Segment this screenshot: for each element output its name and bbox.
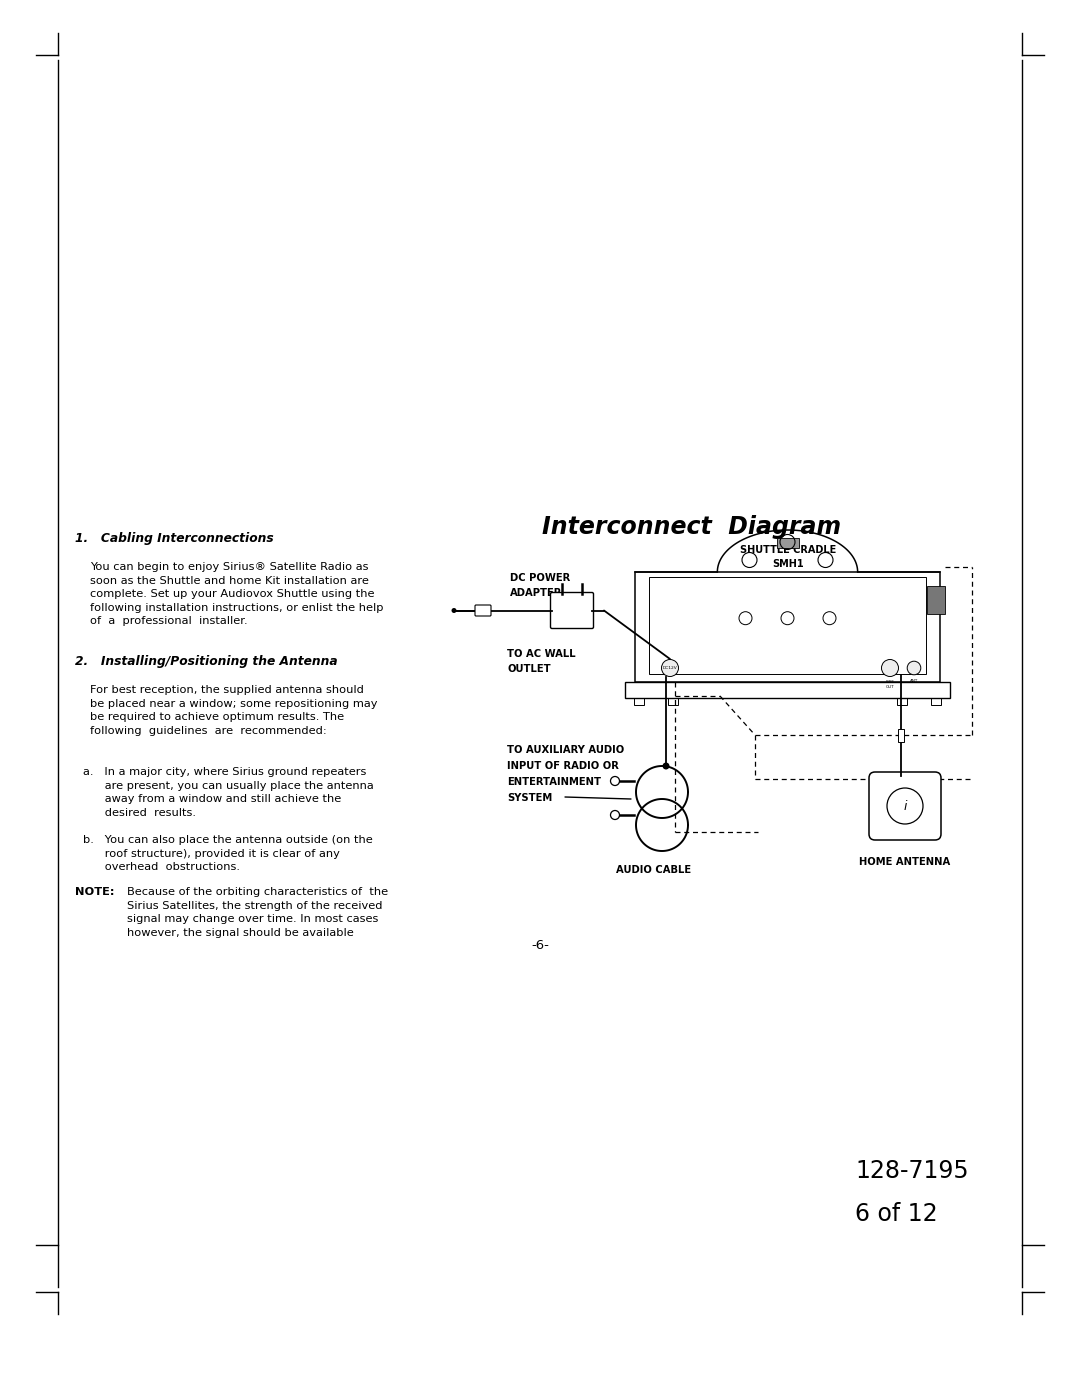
Text: 128-7195: 128-7195 [855,1160,969,1183]
Circle shape [661,659,678,676]
Text: TO AUXILIARY AUDIO: TO AUXILIARY AUDIO [507,745,624,754]
Text: NOTE:: NOTE: [75,887,114,897]
Text: a.   In a major city, where Sirius ground repeaters
      are present, you can u: a. In a major city, where Sirius ground … [83,767,374,817]
Text: OUTLET: OUTLET [507,664,551,673]
Text: SYSTEM: SYSTEM [507,793,552,803]
Text: Because of the orbiting characteristics of  the
Sirius Satellites, the strength : Because of the orbiting characteristics … [127,887,388,937]
Text: HOME ANTENNA: HOME ANTENNA [860,856,950,868]
FancyBboxPatch shape [475,605,491,616]
Circle shape [610,810,620,820]
Text: ADAPTER: ADAPTER [510,588,563,598]
Text: ENTERTAINMENT: ENTERTAINMENT [507,777,600,787]
FancyBboxPatch shape [869,773,941,840]
Text: -6-: -6- [531,939,549,951]
Circle shape [610,777,620,785]
Text: TO AC WALL: TO AC WALL [507,650,576,659]
Text: 6 of 12: 6 of 12 [855,1201,937,1227]
Text: DC POWER: DC POWER [510,573,570,583]
Text: 2.   Installing/Positioning the Antenna: 2. Installing/Positioning the Antenna [75,655,338,668]
Text: b.   You can also place the antenna outside (on the
      roof structure), provi: b. You can also place the antenna outsid… [83,835,373,872]
Circle shape [881,659,899,676]
Text: LINE
OUT: LINE OUT [886,680,894,689]
Text: SMH1: SMH1 [772,559,804,569]
Text: For best reception, the supplied antenna should
be placed near a window; some re: For best reception, the supplied antenna… [90,685,378,736]
Text: Interconnect  Diagram: Interconnect Diagram [542,515,841,539]
Polygon shape [777,538,798,548]
Polygon shape [927,585,945,613]
Text: SHUTTLE CRADLE: SHUTTLE CRADLE [740,545,836,555]
Text: 1.   Cabling Interconnections: 1. Cabling Interconnections [75,532,273,545]
Text: i: i [903,799,907,813]
Circle shape [451,608,457,613]
Text: You can begin to enjoy Sirius® Satellite Radio as
soon as the Shuttle and home K: You can begin to enjoy Sirius® Satellite… [90,562,383,626]
FancyBboxPatch shape [551,592,594,629]
Circle shape [907,661,921,675]
Text: DC12V: DC12V [663,666,677,671]
Bar [897,729,904,742]
Text: ANT: ANT [909,679,918,683]
Text: INPUT OF RADIO OR: INPUT OF RADIO OR [507,761,619,771]
Text: AUDIO CABLE: AUDIO CABLE [617,865,691,875]
Circle shape [662,763,670,770]
